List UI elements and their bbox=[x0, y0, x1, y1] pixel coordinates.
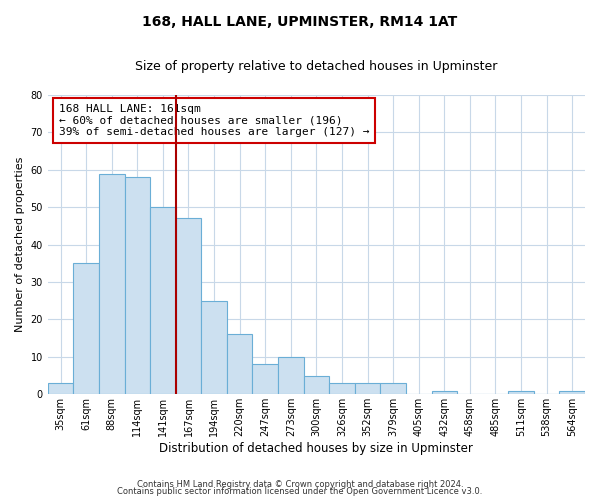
Bar bbox=[431, 390, 457, 394]
Text: Contains public sector information licensed under the Open Government Licence v3: Contains public sector information licen… bbox=[118, 487, 482, 496]
Bar bbox=[355, 383, 380, 394]
Bar bbox=[329, 383, 355, 394]
Bar bbox=[176, 218, 201, 394]
Title: Size of property relative to detached houses in Upminster: Size of property relative to detached ho… bbox=[135, 60, 497, 73]
Bar bbox=[278, 357, 304, 395]
Bar bbox=[201, 301, 227, 394]
Bar bbox=[253, 364, 278, 394]
Bar bbox=[48, 383, 73, 394]
Bar bbox=[73, 264, 99, 394]
Text: Contains HM Land Registry data © Crown copyright and database right 2024.: Contains HM Land Registry data © Crown c… bbox=[137, 480, 463, 489]
Text: 168 HALL LANE: 161sqm
← 60% of detached houses are smaller (196)
39% of semi-det: 168 HALL LANE: 161sqm ← 60% of detached … bbox=[59, 104, 369, 137]
Bar bbox=[227, 334, 253, 394]
Bar bbox=[304, 376, 329, 394]
Bar bbox=[99, 174, 125, 394]
Bar bbox=[125, 178, 150, 394]
Y-axis label: Number of detached properties: Number of detached properties bbox=[15, 157, 25, 332]
Bar bbox=[508, 390, 534, 394]
Bar bbox=[150, 207, 176, 394]
Bar bbox=[380, 383, 406, 394]
X-axis label: Distribution of detached houses by size in Upminster: Distribution of detached houses by size … bbox=[160, 442, 473, 455]
Text: 168, HALL LANE, UPMINSTER, RM14 1AT: 168, HALL LANE, UPMINSTER, RM14 1AT bbox=[142, 15, 458, 29]
Bar bbox=[559, 390, 585, 394]
